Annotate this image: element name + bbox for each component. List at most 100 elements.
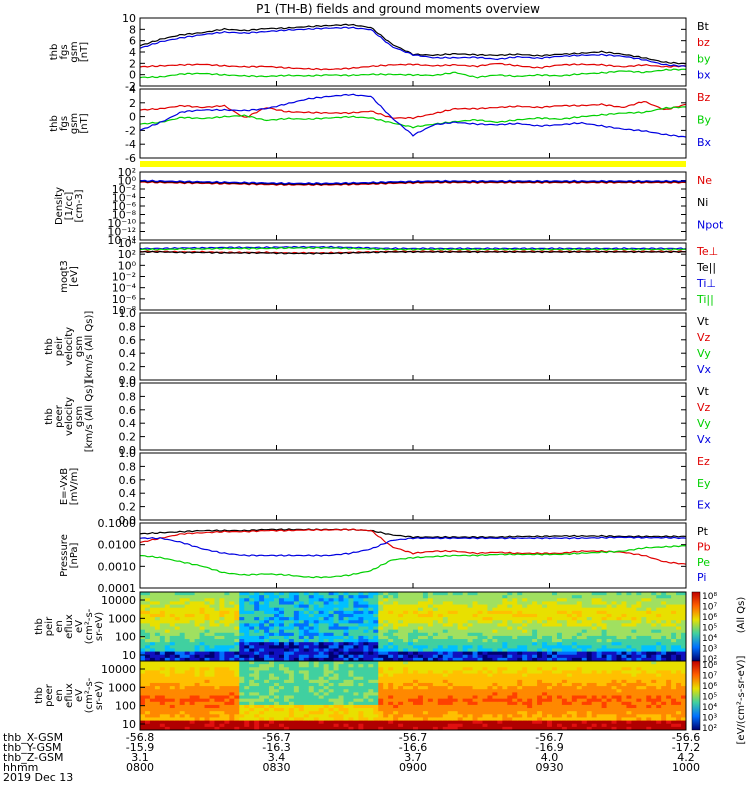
heatmap-cell — [413, 648, 419, 652]
heatmap-cell — [651, 651, 657, 656]
heatmap-cell — [398, 657, 404, 662]
heatmap-cell — [512, 610, 518, 615]
legend-te: Te⊥ — [696, 245, 718, 258]
heatmap-cell — [229, 613, 235, 618]
heatmap-cell — [323, 598, 330, 602]
heatmap-cell — [432, 676, 439, 681]
heatmap-cell — [467, 598, 473, 602]
heatmap-cell — [229, 704, 235, 709]
heatmap-cell — [671, 642, 677, 646]
heatmap-cell — [611, 601, 617, 605]
heatmap-cell — [442, 632, 449, 637]
heatmap-cell — [373, 717, 379, 721]
heatmap-cell — [522, 645, 528, 649]
legend-ti: Ti|| — [696, 293, 714, 306]
heatmap-cell — [517, 714, 523, 718]
heatmap-cell — [586, 623, 593, 627]
heatmap-cell — [358, 695, 364, 700]
heatmap-cell — [556, 698, 563, 703]
y-tick-label: 10⁻¹⁰ — [107, 217, 136, 230]
heatmap-cell — [224, 682, 230, 687]
heatmap-cell — [432, 613, 439, 618]
heatmap-cell — [249, 651, 255, 656]
heatmap-cell — [308, 701, 315, 706]
heatmap-cell — [671, 601, 677, 605]
heatmap-cell — [144, 623, 151, 627]
heatmap-cell — [661, 645, 667, 649]
heatmap-cell — [353, 604, 359, 609]
heatmap-cell — [646, 704, 652, 709]
heatmap-cell — [174, 723, 181, 728]
heatmap-cell — [363, 692, 369, 696]
heatmap-cell — [149, 695, 156, 700]
heatmap-cell — [447, 654, 454, 659]
heatmap-cell — [641, 598, 647, 602]
heatmap-cell — [437, 679, 444, 684]
heatmap-cell — [144, 679, 151, 684]
heatmap-cell — [209, 629, 215, 634]
heatmap-cell — [517, 648, 523, 652]
heatmap-cell — [646, 595, 652, 599]
heatmap-cell — [254, 698, 260, 703]
heatmap-cell — [517, 682, 523, 687]
heatmap-cell — [298, 645, 305, 649]
heatmap-cell — [328, 598, 334, 602]
heatmap-cell — [318, 679, 325, 684]
y-tick-label: 0.8 — [119, 390, 137, 403]
heatmap-cell — [661, 613, 667, 618]
heatmap-cell — [477, 610, 483, 615]
heatmap-cell — [348, 642, 354, 646]
heatmap-cell — [144, 642, 151, 646]
heatmap-cell — [472, 604, 478, 609]
heatmap-cell — [363, 595, 369, 599]
heatmap-cell — [313, 651, 320, 656]
heatmap-cell — [249, 679, 255, 684]
heatmap-cell — [204, 711, 210, 715]
heatmap-cell — [566, 645, 573, 649]
heatmap-cell — [581, 676, 588, 681]
heatmap-cell — [244, 629, 250, 634]
heatmap-cell — [358, 664, 364, 668]
heatmap-cell — [164, 595, 171, 599]
heatmap-cell — [641, 723, 647, 728]
heatmap-cell — [373, 598, 379, 602]
heatmap-cell — [189, 613, 195, 618]
heatmap-cell — [343, 617, 349, 621]
heatmap-cell — [542, 676, 548, 681]
heatmap-cell — [676, 607, 682, 612]
heatmap-cell — [239, 629, 245, 634]
heatmap-cell — [209, 667, 215, 671]
heatmap-cell — [313, 601, 320, 605]
heatmap-cell — [676, 610, 682, 615]
heatmap-cell — [576, 654, 583, 659]
heatmap-cell — [249, 676, 255, 681]
heatmap-cell — [432, 651, 439, 656]
heatmap-cell — [437, 711, 444, 715]
heatmap-cell — [288, 623, 295, 627]
heatmap-cell — [333, 664, 339, 668]
legend-bt: Bt — [697, 20, 710, 33]
heatmap-cell — [164, 686, 171, 690]
heatmap-cell — [537, 620, 543, 624]
heatmap-cell — [571, 676, 578, 681]
heatmap-cell — [661, 654, 667, 659]
heatmap-cell — [413, 645, 419, 649]
heatmap-cell — [343, 607, 349, 612]
heatmap-cell — [671, 635, 677, 640]
heatmap-cell — [606, 626, 612, 631]
heatmap-cell — [626, 708, 632, 712]
heatmap-cell — [497, 595, 503, 599]
heatmap-cell — [244, 623, 250, 627]
heatmap-cell — [313, 620, 320, 624]
heatmap-cell — [353, 629, 359, 634]
heatmap-cell — [427, 717, 434, 721]
heatmap-cell — [403, 626, 409, 631]
heatmap-cell — [537, 682, 543, 687]
heatmap-cell — [209, 635, 215, 640]
heatmap-cell — [308, 667, 315, 671]
heatmap-cell — [417, 686, 424, 690]
heatmap-cell — [581, 714, 588, 718]
heatmap-cell — [328, 682, 334, 687]
heatmap-cell — [447, 601, 454, 605]
heatmap-cell — [353, 723, 359, 728]
